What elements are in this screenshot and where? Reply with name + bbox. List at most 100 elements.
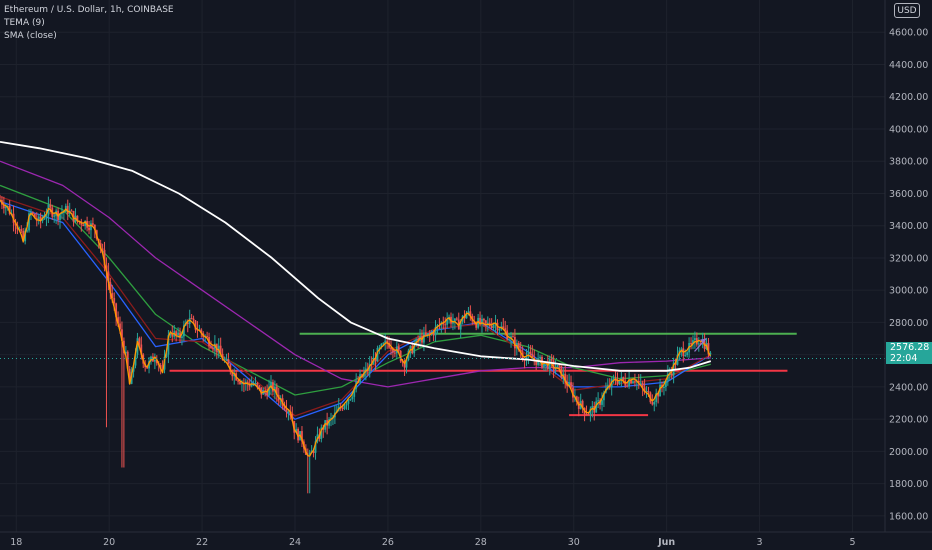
candle-body	[690, 343, 692, 345]
time-tick-label: 24	[289, 537, 301, 548]
price-tick-label: 3200.00	[889, 253, 928, 264]
candle-body	[475, 323, 478, 328]
candle-body	[428, 333, 431, 335]
candle-body	[155, 359, 158, 364]
candle-body	[622, 377, 625, 381]
candle-body	[301, 431, 303, 442]
candle-body	[320, 427, 323, 439]
candle-body	[424, 332, 427, 335]
candle-body	[453, 318, 456, 322]
candle-body	[295, 428, 298, 433]
candle-body	[248, 384, 251, 387]
candle-body	[171, 333, 174, 337]
candle-body	[266, 391, 269, 396]
candle-body	[190, 317, 193, 319]
candle-body	[272, 382, 274, 392]
indicator-lines	[0, 141, 712, 457]
candle-body	[384, 340, 387, 344]
candle-body	[452, 321, 454, 324]
candle-body	[285, 408, 288, 412]
candle-body	[4, 206, 7, 209]
candle-body	[664, 380, 667, 388]
candle-body	[651, 402, 654, 405]
candle-body	[109, 282, 112, 294]
chart-legend: Ethereum / U.S. Dollar, 1h, COINBASE TEM…	[4, 4, 174, 43]
candle-body	[353, 388, 356, 397]
candle-body	[237, 380, 239, 382]
candle-body	[527, 351, 530, 357]
candle-body	[543, 363, 545, 368]
candle-body	[694, 338, 696, 341]
candle-body	[134, 354, 137, 366]
candle-body	[477, 317, 480, 328]
candle-body	[182, 325, 185, 337]
candle-body	[33, 213, 36, 219]
candle-body	[423, 332, 425, 343]
candle-body	[639, 382, 642, 384]
candle-body	[405, 360, 408, 368]
candle-body	[328, 418, 330, 426]
candle-body	[455, 318, 458, 320]
candle-body	[250, 384, 253, 387]
candle-body	[618, 380, 621, 384]
candle-body	[603, 392, 605, 401]
candle-body	[254, 382, 257, 385]
indicator-tema-label[interactable]: TEMA (9)	[4, 18, 45, 28]
candle-body	[194, 320, 197, 330]
candle-body	[399, 350, 402, 362]
candle-body	[270, 382, 272, 387]
candle-body	[585, 413, 588, 415]
candle-body	[241, 382, 243, 385]
candle-body	[179, 332, 181, 338]
time-tick-label: 20	[103, 537, 115, 548]
candle-body	[581, 400, 584, 408]
candle-body	[570, 382, 572, 388]
candle-body	[368, 364, 371, 372]
candle-body	[467, 311, 470, 314]
candle-body	[432, 332, 435, 336]
candle-body	[41, 218, 44, 221]
time-tick-label: 18	[10, 537, 22, 548]
time-axis-ticks: 18 20 22 24 26 28 30 Jun 3 5	[10, 537, 855, 548]
candle-body	[655, 393, 658, 403]
indicator-sma-label[interactable]: SMA (close)	[4, 31, 57, 41]
candle-body	[502, 326, 505, 329]
candle-body	[103, 249, 106, 266]
candle-body	[165, 354, 168, 357]
last-price-value: 2576.28	[890, 342, 930, 353]
candle-body	[403, 361, 406, 368]
symbol-title[interactable]: Ethereum / U.S. Dollar, 1h, COINBASE	[4, 5, 174, 15]
candle-body	[556, 365, 559, 369]
candle-body	[76, 215, 79, 222]
candle-body	[347, 399, 350, 404]
candle-body	[645, 391, 648, 393]
currency-button[interactable]: USD	[894, 3, 920, 18]
candle-body	[632, 381, 634, 384]
candle-body	[169, 333, 172, 336]
candle-body	[45, 215, 48, 219]
candle-body	[490, 325, 493, 328]
candle-body	[221, 353, 224, 361]
candle-body	[246, 381, 249, 385]
bar-countdown: 22:04	[890, 353, 918, 364]
candle-body	[101, 248, 104, 250]
candle-body	[676, 354, 679, 365]
candle-body	[349, 399, 352, 401]
tema-line	[0, 199, 711, 457]
candle-body	[434, 326, 437, 336]
candle-body	[637, 380, 640, 383]
arrow-head	[700, 338, 707, 344]
candle-body	[268, 386, 270, 396]
candle-body	[653, 402, 656, 405]
candle-body	[444, 324, 447, 326]
candle-body	[49, 204, 52, 208]
candle-body	[663, 387, 665, 389]
price-tick-label: 2200.00	[889, 415, 928, 426]
candle-body	[552, 360, 555, 370]
candle-body	[548, 358, 551, 369]
candle-body	[136, 338, 139, 355]
candle-body	[386, 340, 389, 343]
candle-body	[492, 324, 495, 328]
candle-body	[43, 218, 46, 220]
